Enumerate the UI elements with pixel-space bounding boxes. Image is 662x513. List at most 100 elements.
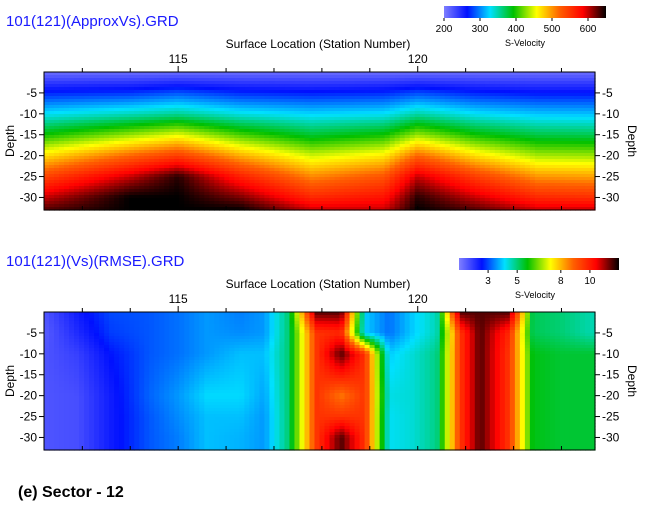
heatmap-cell	[464, 117, 471, 121]
heatmap-cell	[354, 102, 361, 106]
heatmap-cell	[119, 87, 125, 91]
heatmap-cell	[404, 198, 411, 202]
heatmap-cell	[479, 177, 486, 181]
heatmap-cell	[254, 123, 260, 127]
heatmap-cell	[254, 87, 260, 91]
heatmap-cell	[514, 198, 521, 202]
heatmap-cell	[454, 159, 461, 163]
heatmap-cell	[349, 132, 356, 136]
heatmap-cell	[159, 150, 165, 154]
heatmap-cell	[549, 84, 556, 88]
heatmap-cell	[324, 144, 331, 148]
heatmap-cell	[119, 93, 125, 97]
heatmap-cell	[359, 186, 366, 190]
heatmap-cell	[44, 153, 50, 157]
heatmap-cell	[44, 129, 50, 133]
heatmap-cell	[54, 132, 60, 136]
heatmap-cell	[154, 159, 160, 163]
heatmap-cell	[479, 78, 486, 82]
heatmap-cell	[554, 111, 561, 115]
heatmap-cell	[149, 180, 155, 184]
heatmap-cell	[439, 168, 446, 172]
heatmap-cell	[544, 84, 551, 88]
heatmap-cell	[264, 150, 271, 154]
heatmap-cell	[549, 177, 556, 181]
heatmap-cell	[489, 168, 496, 172]
heatmap-cell	[589, 198, 596, 202]
heatmap-cell	[174, 207, 180, 211]
heatmap-cell	[389, 87, 396, 91]
heatmap-cell	[579, 195, 586, 199]
heatmap-cell	[384, 129, 391, 133]
heatmap-cell	[94, 114, 100, 118]
heatmap-cell	[524, 144, 531, 148]
heatmap-cell	[239, 186, 245, 190]
heatmap-cell	[454, 147, 461, 151]
heatmap-cell	[364, 129, 371, 133]
heatmap-cell	[529, 126, 536, 130]
heatmap-cell	[354, 201, 361, 205]
heatmap-cell	[534, 174, 541, 178]
heatmap-cell	[454, 204, 461, 208]
heatmap-cell	[289, 93, 296, 97]
heatmap-cell	[459, 129, 466, 133]
heatmap-cell	[174, 141, 180, 145]
heatmap-cell	[274, 162, 281, 166]
heatmap-cell	[194, 147, 200, 151]
heatmap-cell	[439, 129, 446, 133]
heatmap-cell	[49, 195, 55, 199]
heatmap-cell	[569, 111, 576, 115]
heatmap-cell	[424, 114, 431, 118]
heatmap-cell	[299, 150, 306, 154]
heatmap-cell	[554, 72, 561, 76]
heatmap-cell	[254, 183, 260, 187]
heatmap-cell	[329, 75, 336, 79]
heatmap-cell	[224, 99, 230, 103]
heatmap-cell	[514, 126, 521, 130]
heatmap-cell	[549, 153, 556, 157]
heatmap-cell	[559, 159, 566, 163]
heatmap-cell	[559, 168, 566, 172]
heatmap-cell	[489, 93, 496, 97]
heatmap-cell	[314, 189, 321, 193]
heatmap-cell	[259, 99, 265, 103]
heatmap-cell	[584, 180, 591, 184]
heatmap-cell	[329, 123, 336, 127]
heatmap-cell	[94, 168, 100, 172]
heatmap-cell	[159, 138, 165, 142]
heatmap-cell	[529, 162, 536, 166]
heatmap-cell	[94, 126, 100, 130]
heatmap-cell	[119, 162, 125, 166]
heatmap-cell	[559, 129, 566, 133]
heatmap-cell	[484, 78, 491, 82]
heatmap-cell	[409, 162, 416, 166]
heatmap-cell	[99, 84, 105, 88]
heatmap-cell	[359, 81, 366, 85]
heatmap-cell	[569, 156, 576, 160]
heatmap-cell	[94, 96, 100, 100]
heatmap-cell	[454, 171, 461, 175]
heatmap-cell	[59, 84, 65, 88]
heatmap-cell	[294, 117, 301, 121]
heatmap-cell	[339, 141, 346, 145]
heatmap-cell	[229, 93, 235, 97]
heatmap-cell	[354, 183, 361, 187]
heatmap-cell	[194, 132, 200, 136]
heatmap-cell	[234, 93, 240, 97]
heatmap-cell	[109, 96, 115, 100]
heatmap-cell	[559, 153, 566, 157]
heatmap-cell	[589, 87, 596, 91]
heatmap-cell	[514, 159, 521, 163]
heatmap-cell	[474, 171, 481, 175]
heatmap-cell	[299, 168, 306, 172]
heatmap-cell	[489, 156, 496, 160]
heatmap-cell	[219, 183, 225, 187]
heatmap-cell	[389, 105, 396, 109]
heatmap-cell	[64, 87, 70, 91]
heatmap-cell	[89, 204, 95, 208]
heatmap-cell	[444, 135, 451, 139]
heatmap-cell	[74, 120, 80, 124]
heatmap-cell	[484, 138, 491, 142]
heatmap-cell	[64, 117, 70, 121]
heatmap-cell	[104, 174, 110, 178]
